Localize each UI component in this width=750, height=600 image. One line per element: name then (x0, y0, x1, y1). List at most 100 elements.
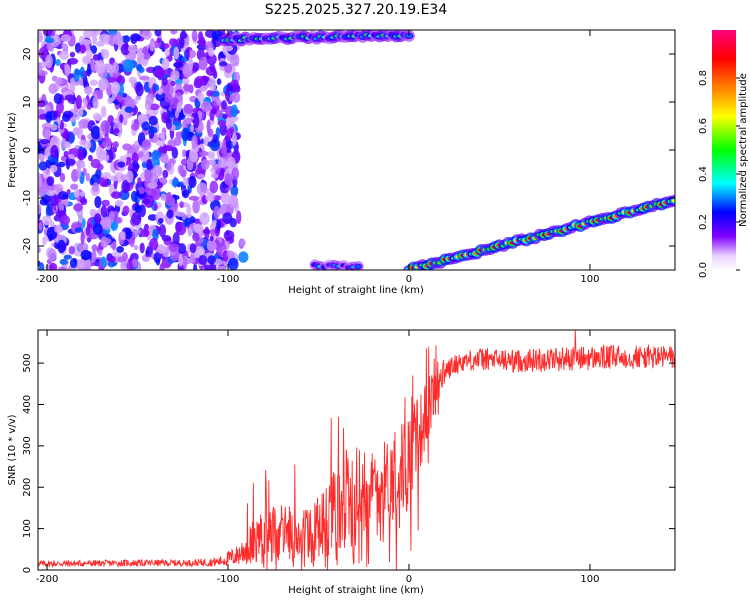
noise-blob (182, 256, 188, 270)
spectrogram-x-tick-label: -100 (217, 274, 240, 285)
noise-blob (148, 126, 158, 134)
noise-blob (226, 156, 236, 169)
noise-blob (192, 199, 200, 214)
noise-blob (101, 216, 112, 231)
noise-blob (64, 94, 76, 101)
noise-blob (59, 258, 68, 265)
noise-blob (92, 112, 102, 121)
noise-blob (209, 235, 214, 242)
noise-blob (161, 111, 169, 119)
noise-blob (226, 250, 235, 258)
noise-blob (128, 76, 137, 84)
noise-blob (193, 263, 198, 270)
noise-blob (76, 164, 82, 179)
noise-blob (41, 215, 53, 226)
noise-blob (165, 161, 172, 171)
noise-blob (120, 231, 126, 240)
noise-blob (119, 114, 124, 123)
noise-blob (64, 64, 71, 75)
noise-blob (207, 255, 216, 265)
noise-blob (92, 222, 103, 235)
snr-y-ticks: 0 100 200 300 400 500 (22, 354, 675, 573)
noise-blob (149, 41, 156, 52)
noise-blob (232, 92, 241, 103)
noise-blob (62, 110, 74, 119)
spectrogram-x-tick-label: 0 (406, 274, 412, 285)
noise-blob (80, 197, 88, 204)
noise-blob (89, 208, 97, 217)
noise-blob (179, 201, 184, 209)
noise-blob (112, 141, 119, 148)
noise-blob (209, 139, 220, 152)
noise-blob (134, 204, 142, 214)
noise-blob (157, 244, 165, 251)
noise-blob (59, 215, 71, 226)
noise-blob (77, 148, 85, 161)
noise-blob (193, 223, 204, 234)
noise-blob (206, 53, 217, 66)
noise-blob (94, 213, 102, 225)
noise-blob (127, 44, 139, 53)
noise-blob (222, 212, 233, 225)
noise-blob (146, 182, 158, 189)
noise-blob (77, 107, 84, 117)
noise-blob (94, 195, 102, 209)
spectrogram-x-ticks: -200 -100 0 100 (36, 30, 599, 285)
noise-blob (88, 154, 93, 162)
noise-blob (206, 119, 211, 134)
colorbar-tick-label: 0.0 (698, 262, 709, 278)
noise-blob (122, 59, 134, 73)
noise-blob (72, 127, 80, 136)
snr-panel: -200 -100 0 100 0 100 200 300 400 500 Height of … (7, 329, 676, 596)
noise-blob (139, 242, 145, 254)
noise-blob (155, 140, 166, 147)
noise-blob (217, 119, 227, 127)
noise-blob (38, 221, 43, 231)
noise-blob (57, 266, 67, 270)
noise-blob (188, 57, 194, 71)
snr-y-tick-label: 300 (22, 436, 33, 455)
noise-blob (197, 173, 205, 179)
noise-blob (155, 92, 167, 102)
noise-blob (175, 109, 180, 119)
noise-blob (45, 204, 52, 219)
noise-blob (163, 145, 174, 152)
noise-blob (146, 158, 153, 171)
noise-blob (111, 241, 117, 251)
noise-blob (194, 75, 206, 86)
noise-blob (63, 141, 72, 148)
snr-x-tick-label: 0 (406, 574, 412, 585)
noise-blob (199, 150, 209, 157)
noise-blob (58, 50, 69, 61)
noise-blob (173, 46, 180, 60)
noise-blob (193, 114, 200, 129)
noise-blob (110, 175, 119, 182)
noise-blob (120, 35, 131, 43)
noise-blob (68, 245, 76, 255)
noise-blob (104, 137, 112, 148)
noise-blob (219, 61, 228, 67)
noise-blob (96, 163, 104, 171)
noise-blob (206, 89, 213, 97)
noise-blob (130, 123, 140, 131)
noise-blob (212, 163, 220, 170)
noise-blob (160, 193, 168, 201)
snr-y-tick-label: 100 (22, 519, 33, 538)
noise-blob (166, 191, 173, 204)
noise-blob (151, 186, 161, 201)
noise-blob (229, 52, 240, 67)
noise-blob (53, 93, 63, 105)
noise-blob (38, 262, 45, 270)
noise-blob (171, 147, 179, 159)
noise-blob (168, 243, 180, 252)
noise-blob (73, 188, 80, 198)
noise-blob (74, 42, 82, 53)
noise-blob (53, 214, 61, 222)
snr-y-tick-label: 200 (22, 478, 33, 497)
noise-blob (83, 98, 88, 108)
noise-blob (204, 226, 210, 240)
noise-blob (185, 47, 190, 60)
colorbar-tick-label: 0.8 (698, 70, 709, 86)
noise-blob (61, 42, 66, 49)
